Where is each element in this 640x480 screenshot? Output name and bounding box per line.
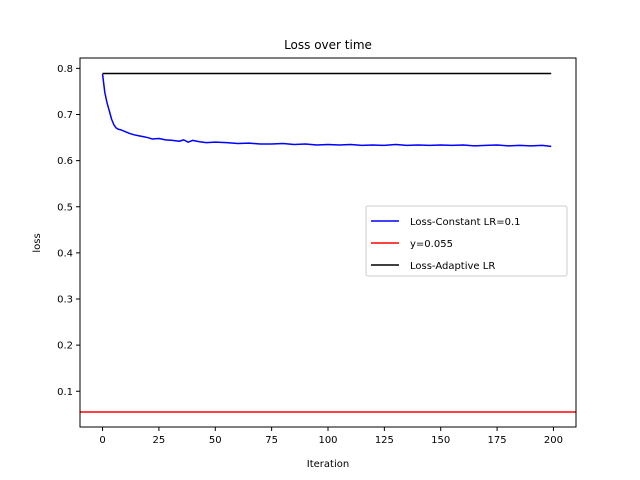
y-tick-label: 0.1 bbox=[57, 387, 73, 398]
y-tick-label: 0.8 bbox=[57, 64, 73, 75]
y-tick-label: 0.2 bbox=[57, 341, 73, 352]
x-tick-label: 25 bbox=[153, 435, 166, 446]
x-tick-label: 175 bbox=[488, 435, 507, 446]
x-tick-label: 125 bbox=[375, 435, 394, 446]
x-tick-label: 0 bbox=[99, 435, 105, 446]
legend: Loss-Constant LR=0.1 y=0.055 Loss-Adaptive… bbox=[365, 205, 568, 277]
x-tick-label: 75 bbox=[265, 435, 278, 446]
y-axis: 0.1 0.2 0.3 0.4 0.5 0.6 0.7 0.8 bbox=[57, 64, 80, 398]
chart-title: Loss over time bbox=[284, 38, 372, 52]
x-tick-label: 200 bbox=[544, 435, 563, 446]
x-axis-label: Iteration bbox=[307, 459, 349, 470]
y-tick-label: 0.3 bbox=[57, 295, 73, 306]
legend-label: y=0.055 bbox=[410, 239, 453, 250]
y-tick-label: 0.4 bbox=[57, 248, 73, 259]
y-tick-label: 0.5 bbox=[57, 202, 73, 213]
y-tick-label: 0.7 bbox=[57, 110, 73, 121]
x-tick-label: 150 bbox=[431, 435, 450, 446]
series-layer bbox=[80, 72, 576, 413]
x-tick-label: 50 bbox=[209, 435, 222, 446]
series-line-loss-constant-lr-0-1 bbox=[101, 73, 552, 148]
legend-label: Loss-Adaptive LR bbox=[410, 261, 495, 272]
x-axis: 0 25 50 75 100 125 150 175 200 bbox=[99, 427, 563, 446]
legend-box bbox=[365, 205, 568, 277]
x-tick-label: 100 bbox=[318, 435, 337, 446]
legend-label: Loss-Constant LR=0.1 bbox=[410, 217, 520, 228]
y-tick-label: 0.6 bbox=[57, 156, 73, 167]
y-axis-label: loss bbox=[32, 233, 43, 252]
